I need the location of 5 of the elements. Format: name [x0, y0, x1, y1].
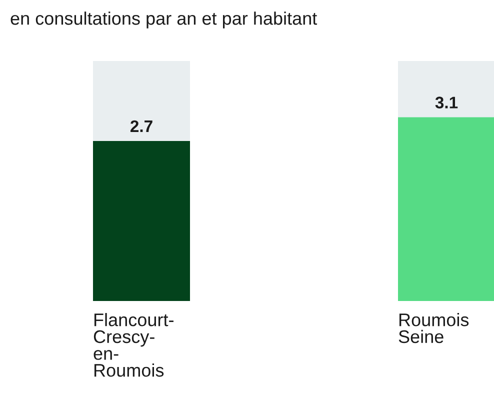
data-label: 2.7	[130, 120, 152, 132]
chart-title: en consultations par an et par habitant	[10, 12, 318, 28]
data-label: 3.1	[435, 96, 458, 108]
x-tick-label: Flancourt-Crescy-en-Roumois	[94, 313, 174, 377]
x-tick-label: Roumois Seine	[398, 313, 469, 344]
